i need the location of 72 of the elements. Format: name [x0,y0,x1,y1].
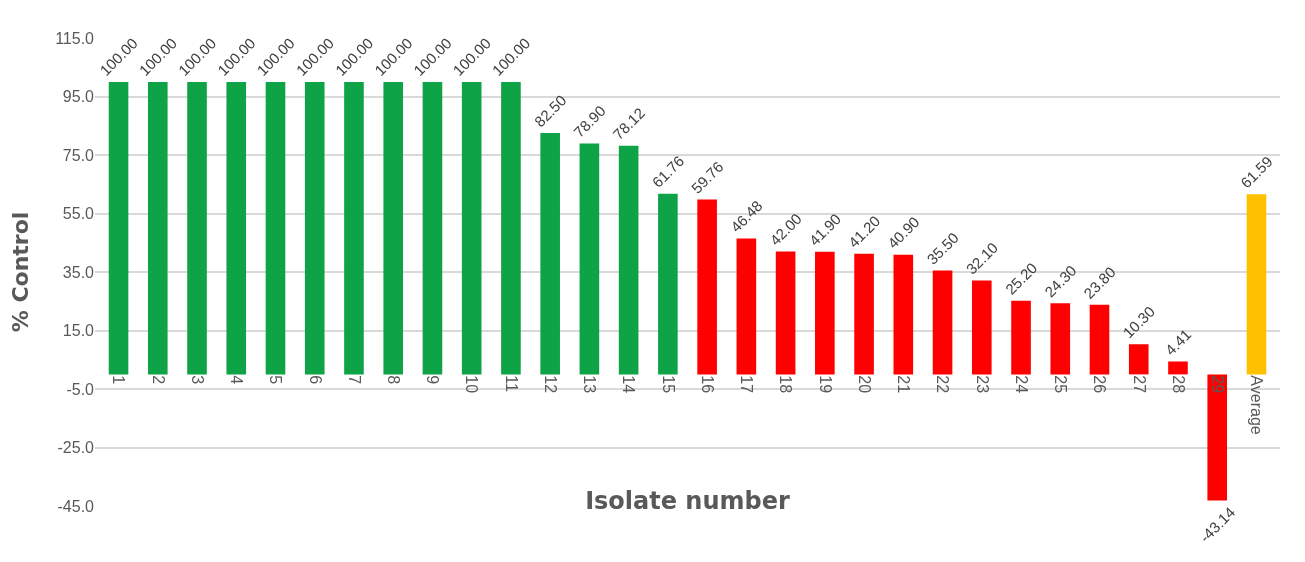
x-tick-label: 15 [659,375,677,394]
x-tick-label: 26 [1091,375,1109,394]
bar [540,133,560,375]
x-tick-label: 19 [816,375,834,394]
x-tick-label: 11 [502,375,520,393]
x-tick-label: 1 [110,375,128,385]
x-tick-label: 24 [1012,375,1030,394]
y-tick-label: 115.0 [55,29,95,47]
bar [1089,304,1110,375]
bar [736,238,757,375]
bar [658,193,678,375]
x-tick-label: Average [1248,375,1266,435]
x-tick-label: 3 [188,375,206,385]
x-tick-label: 8 [385,375,403,385]
x-tick-label: 13 [581,375,599,394]
y-tick-label: 15.0 [62,322,95,340]
bar [344,81,364,375]
x-tick-label: 14 [620,375,638,394]
bar [932,270,953,375]
y-tick-label: 95.0 [62,88,95,106]
x-tick-label: 10 [463,375,481,394]
x-tick-label: 23 [973,375,991,394]
x-tick-label: 5 [267,375,285,385]
x-axis-title: Isolate number [585,487,791,516]
bar [147,81,168,375]
bar [854,253,874,375]
y-tick-label: -45.0 [57,497,95,515]
bar [1168,361,1188,375]
bar [265,81,286,375]
x-tick-label: 7 [345,375,363,385]
x-tick-label: 25 [1052,375,1070,394]
x-tick-label: 18 [777,375,795,394]
x-tick-label: 17 [738,375,756,394]
x-tick-label: 29 [1209,375,1227,394]
bar [461,81,482,375]
bar [1011,300,1031,375]
x-tick-label: 9 [424,375,442,385]
bar [618,145,639,375]
y-tick-label: -25.0 [57,439,95,457]
bar [304,81,325,375]
bar [501,81,521,375]
bar [187,81,207,375]
bar [579,143,600,375]
x-tick-label: 12 [541,375,559,394]
bar [775,251,796,375]
y-tick-label: 35.0 [62,263,95,281]
x-tick-label: 27 [1130,375,1148,394]
x-tick-label: 2 [149,375,167,385]
x-tick-label: 22 [934,375,952,394]
bar [971,280,992,375]
y-tick-label: 75.0 [62,146,95,164]
bar [815,251,835,375]
bar [1207,374,1228,501]
bar [1246,194,1267,375]
x-tick-label: 16 [698,375,716,394]
bar [108,81,129,375]
bar [1128,344,1149,375]
data-label: 4.41 [1161,325,1195,359]
x-tick-label: 28 [1169,375,1187,394]
bar [383,81,404,375]
bar [226,81,247,375]
x-tick-label: 21 [895,375,913,394]
y-tick-label: 55.0 [62,205,95,223]
x-tick-label: 4 [228,375,246,385]
bar [697,199,717,375]
bar [893,254,914,375]
bar [1050,303,1071,375]
bar [422,81,443,375]
x-tick-label: 20 [855,375,873,394]
x-tick-label: 6 [306,375,324,385]
y-axis-title: % Control [7,211,33,333]
y-tick-label: -5.0 [66,380,95,398]
